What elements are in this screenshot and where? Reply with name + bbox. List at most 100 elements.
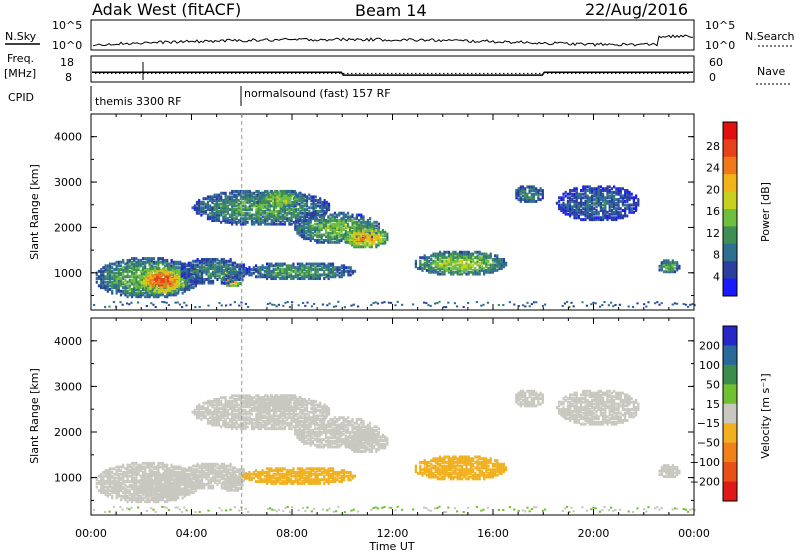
power-cell	[255, 211, 258, 215]
power-cell	[441, 252, 444, 256]
power-cell	[173, 268, 176, 272]
power-cell	[312, 267, 315, 271]
velocity-cell	[164, 490, 168, 494]
power-cell	[301, 264, 304, 268]
power-cell	[272, 208, 276, 212]
power-cell	[305, 200, 309, 204]
y-tick-label: 4000	[54, 131, 82, 144]
power-cell	[286, 211, 289, 215]
power-cell	[342, 220, 345, 224]
power-cell	[296, 277, 299, 281]
power-cell	[474, 272, 477, 276]
power-cell	[597, 198, 600, 202]
power-cell	[266, 215, 269, 219]
power-cell	[119, 277, 123, 281]
velocity-cell	[104, 481, 107, 485]
power-cell	[626, 196, 629, 200]
power-cell	[301, 277, 304, 281]
velocity-cell	[126, 467, 129, 471]
power-cell	[266, 204, 269, 208]
power-cell	[198, 209, 201, 213]
velocity-cell	[183, 468, 186, 472]
power-cell	[135, 287, 138, 291]
power-cell	[117, 277, 120, 281]
power-cell	[311, 231, 314, 235]
velocity-cell	[100, 491, 103, 495]
power-cell	[222, 208, 225, 212]
velocity-cell	[130, 476, 134, 480]
power-cell	[613, 203, 616, 207]
power-cell	[230, 282, 233, 286]
power-cell	[569, 210, 572, 214]
power-cell	[207, 279, 210, 283]
power-cell	[362, 232, 365, 236]
power-cell	[355, 235, 358, 239]
power-cell	[135, 269, 138, 273]
power-cell	[242, 197, 245, 201]
power-cell	[220, 268, 223, 272]
power-cell	[573, 194, 576, 198]
power-cell	[566, 203, 570, 207]
power-cell	[599, 194, 603, 198]
power-cell	[474, 270, 477, 274]
velocity-cell	[162, 473, 165, 477]
power-cell	[275, 199, 278, 203]
power-cell	[604, 199, 607, 203]
power-cell	[608, 207, 611, 211]
power-cell	[310, 197, 313, 201]
velocity-cell	[182, 488, 185, 492]
power-cell	[231, 200, 234, 204]
power-cell	[373, 220, 376, 224]
power-cell	[228, 202, 232, 206]
velocity-cell	[111, 470, 114, 474]
power-cell	[489, 254, 492, 258]
power-cell	[133, 284, 136, 288]
power-cell	[327, 220, 330, 224]
power-cell	[207, 263, 210, 267]
power-cell	[97, 284, 101, 288]
power-cell	[128, 291, 131, 295]
power-cell	[231, 211, 234, 215]
power-cell	[259, 217, 262, 221]
power-cell	[439, 268, 442, 272]
velocity-cell	[108, 481, 112, 485]
velocity-cell	[155, 500, 158, 504]
power-cell	[366, 234, 369, 238]
power-cell	[443, 268, 446, 272]
velocity-cell	[150, 494, 153, 498]
velocity-cell	[159, 498, 162, 502]
power-cell	[161, 293, 164, 297]
power-cell	[370, 228, 374, 232]
velocity-cell	[182, 482, 185, 486]
power-cell	[163, 264, 167, 268]
power-cell	[305, 202, 309, 206]
power-cell	[571, 198, 574, 202]
power-cell	[182, 283, 185, 287]
power-cell	[229, 267, 232, 271]
power-cell	[311, 217, 314, 221]
power-cell	[434, 254, 437, 258]
power-cell	[452, 261, 455, 265]
velocity-cell	[151, 479, 154, 483]
velocity-cell	[163, 500, 167, 504]
power-cell	[370, 303, 373, 306]
power-cell	[428, 256, 431, 260]
velocity-cell	[133, 483, 136, 487]
power-cell	[200, 208, 203, 212]
power-cell	[292, 220, 295, 224]
velocity-cell	[140, 490, 143, 494]
power-cell	[164, 272, 168, 276]
power-cell	[104, 269, 107, 273]
velocity-cell	[119, 478, 123, 482]
power-cell	[117, 262, 120, 266]
power-cell	[334, 273, 337, 277]
power-cell	[309, 218, 312, 222]
power-cell	[157, 264, 160, 268]
power-cell	[621, 214, 625, 218]
power-cell	[259, 220, 262, 224]
power-cell	[128, 278, 131, 282]
power-cell	[474, 268, 477, 272]
power-cell	[524, 190, 527, 194]
power-cell	[307, 229, 310, 233]
power-cell	[211, 258, 215, 261]
